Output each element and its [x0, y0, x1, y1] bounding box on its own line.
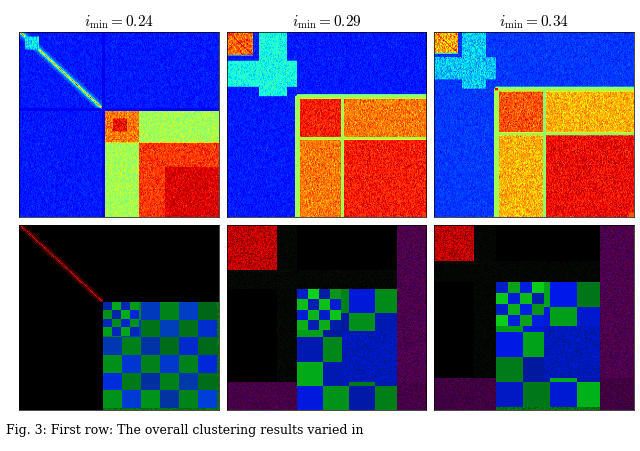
Text: Fig. 3: First row: The overall clustering results varied in: Fig. 3: First row: The overall clusterin…	[6, 424, 364, 437]
Title: $i_{\mathrm{min}} = 0.34$: $i_{\mathrm{min}} = 0.34$	[499, 13, 569, 31]
Title: $i_{\mathrm{min}} = 0.29$: $i_{\mathrm{min}} = 0.29$	[291, 13, 362, 31]
Title: $i_{\mathrm{min}} = 0.24$: $i_{\mathrm{min}} = 0.24$	[84, 13, 154, 31]
